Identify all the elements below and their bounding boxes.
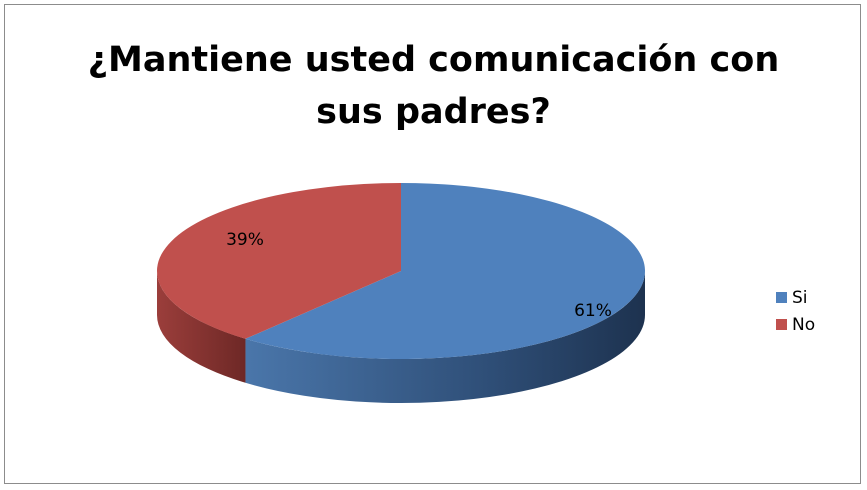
chart-title-line-2: sus padres? bbox=[316, 92, 551, 132]
chart-title: ¿Mantiene usted comunicación con sus pad… bbox=[0, 34, 867, 138]
legend-item-no: No bbox=[776, 311, 815, 338]
pie-side-si bbox=[245, 271, 645, 403]
legend-item-si: Si bbox=[776, 284, 815, 311]
legend-label-no: No bbox=[792, 314, 816, 335]
legend-swatch-no bbox=[776, 319, 787, 330]
pie-side-no bbox=[157, 271, 246, 383]
chart-title-line-1: ¿Mantiene usted comunicación con bbox=[87, 40, 780, 80]
pie-slice-si bbox=[245, 183, 645, 359]
data-label-si: 61% bbox=[574, 301, 612, 321]
legend: Si No bbox=[776, 284, 815, 338]
pie-slice-no bbox=[156, 183, 401, 339]
pie-tops bbox=[156, 183, 645, 359]
data-label-no: 39% bbox=[226, 230, 264, 250]
pie-sides bbox=[157, 271, 645, 403]
legend-swatch-si bbox=[776, 292, 787, 303]
pie-labels: 61% 39% bbox=[226, 230, 612, 321]
legend-label-si: Si bbox=[792, 287, 808, 308]
